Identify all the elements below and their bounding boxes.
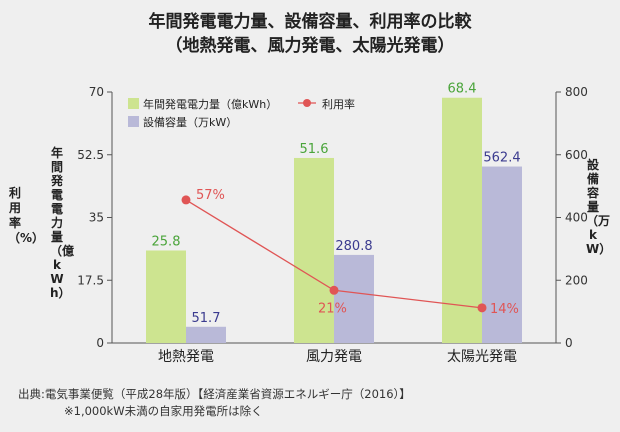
source-text: 出典:電気事業便覧（平成28年版）【経済産業省資源エネルギー庁（2016）】 bbox=[18, 387, 411, 401]
category-label: 地熱発電 bbox=[158, 349, 214, 365]
bar-value-label: 51.6 bbox=[300, 142, 329, 157]
right-tick-label: 800 bbox=[565, 85, 588, 99]
bar-value-label: 68.4 bbox=[448, 82, 477, 97]
right-tick-label: 200 bbox=[565, 273, 588, 287]
bar-value-label: 280.8 bbox=[335, 239, 372, 254]
bar-generation bbox=[294, 157, 334, 343]
bar-generation bbox=[146, 250, 186, 343]
bar-value-label: 562.4 bbox=[483, 151, 520, 166]
bar-value-label: 25.8 bbox=[152, 234, 181, 249]
category-label: 太陽光発電 bbox=[447, 349, 517, 365]
bar-capacity bbox=[186, 326, 226, 343]
left-tick-label: 0 bbox=[96, 336, 104, 350]
bar-capacity bbox=[482, 166, 522, 343]
note-text: ※1,000kW未満の自家用発電所は除く bbox=[64, 404, 263, 418]
right-tick-label: 0 bbox=[565, 336, 573, 350]
right-tick-label: 600 bbox=[565, 148, 588, 162]
left-tick-label: 70 bbox=[89, 85, 104, 99]
left-tick-label: 35 bbox=[89, 211, 104, 225]
rate-value-label: 57% bbox=[196, 188, 225, 203]
legend-swatch-capacity bbox=[128, 116, 139, 127]
rate-point bbox=[181, 195, 191, 205]
category-label: 風力発電 bbox=[306, 349, 362, 365]
left-tick-label: 17.5 bbox=[77, 273, 104, 287]
legend-marker-rate bbox=[303, 99, 311, 107]
rate-value-label: 14% bbox=[490, 302, 519, 317]
chart-title-line2: （地熱発電、風力発電、太陽光発電） bbox=[165, 36, 455, 56]
bar-capacity bbox=[334, 254, 374, 343]
rate-point bbox=[329, 285, 339, 295]
rate-value-label: 21% bbox=[318, 301, 347, 316]
legend-label-generation: 年間発電電力量（億kWh） bbox=[143, 97, 277, 111]
chart-title: 年間発電電力量、設備容量、利用率の比較 （地熱発電、風力発電、太陽光発電） bbox=[0, 10, 620, 58]
right-tick-label: 400 bbox=[565, 211, 588, 225]
left-tick-label: 52.5 bbox=[77, 148, 104, 162]
bar-value-label: 51.7 bbox=[192, 311, 221, 326]
bar-generation bbox=[442, 97, 482, 343]
legend-label-capacity: 設備容量（万kW） bbox=[143, 115, 237, 129]
legend-swatch-generation bbox=[128, 98, 139, 109]
rate-point bbox=[477, 303, 487, 313]
chart-title-line1: 年間発電電力量、設備容量、利用率の比較 bbox=[148, 12, 472, 32]
legend-label-rate: 利用率 bbox=[322, 97, 355, 111]
